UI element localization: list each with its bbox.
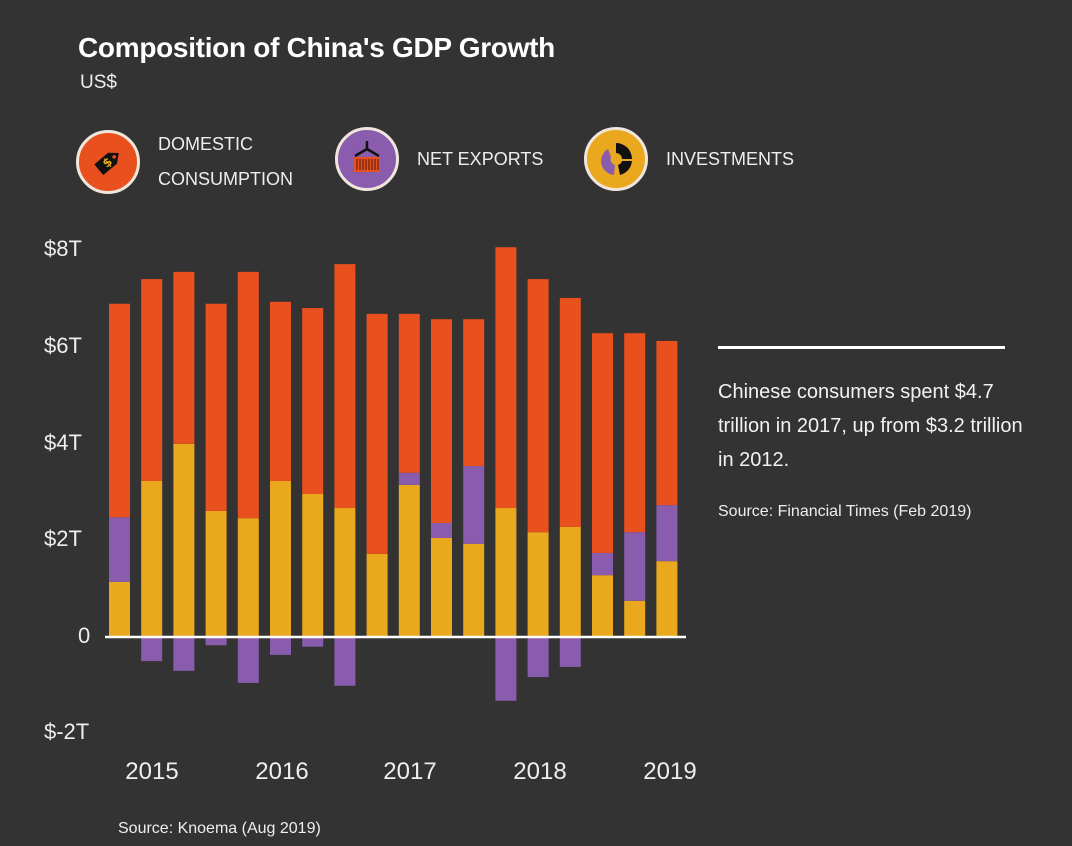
bar-domestic-consumption bbox=[495, 247, 517, 509]
bar-investments bbox=[237, 518, 259, 637]
chart-subtitle: US$ bbox=[80, 72, 117, 93]
bar-net-exports bbox=[334, 637, 356, 686]
y-tick-label: $4T bbox=[44, 430, 82, 455]
bar-investments bbox=[592, 575, 613, 637]
bar-net-exports bbox=[431, 523, 452, 538]
legend-item-investments: INVESTMENTS bbox=[584, 127, 826, 191]
y-tick-label: $6T bbox=[44, 333, 82, 358]
bar-domestic-consumption bbox=[656, 340, 678, 506]
bar-net-exports bbox=[656, 505, 678, 562]
bar-investments bbox=[173, 443, 195, 637]
bar-investments bbox=[559, 526, 581, 637]
shipping-container-icon bbox=[335, 127, 399, 191]
bar-domestic-consumption bbox=[431, 319, 452, 524]
x-tick-label: 2016 bbox=[255, 758, 309, 785]
bar-net-exports bbox=[141, 637, 163, 662]
bar-investments bbox=[398, 484, 420, 637]
annotation-divider bbox=[718, 346, 1005, 349]
bar-investments bbox=[141, 480, 163, 637]
y-tick-label: $2T bbox=[44, 526, 82, 551]
chart-source: Source: Knoema (Aug 2019) bbox=[118, 820, 321, 837]
bar-investments bbox=[366, 553, 388, 637]
bar-net-exports bbox=[302, 637, 324, 647]
bar-domestic-consumption bbox=[109, 303, 130, 518]
x-tick-label: 2018 bbox=[513, 758, 567, 785]
legend-label-domestic: DOMESTIC CONSUMPTION bbox=[158, 134, 293, 189]
bar-net-exports bbox=[592, 552, 613, 576]
bar-investments bbox=[624, 600, 646, 637]
bar-net-exports bbox=[559, 637, 581, 667]
bar-domestic-consumption bbox=[398, 313, 420, 473]
y-tick-label: 0 bbox=[78, 623, 91, 648]
y-tick-label: $-2T bbox=[44, 719, 90, 744]
bar-investments bbox=[205, 510, 227, 637]
bar-net-exports bbox=[173, 637, 195, 671]
chart-title: Composition of China's GDP Growth bbox=[78, 32, 555, 63]
bar-domestic-consumption bbox=[237, 271, 259, 519]
bar-net-exports bbox=[205, 637, 227, 646]
bar-investments bbox=[463, 543, 485, 637]
bar-domestic-consumption bbox=[624, 333, 646, 533]
legend-label-net-exports: NET EXPORTS bbox=[417, 148, 544, 169]
y-tick-label: $8T bbox=[44, 236, 82, 261]
bar-domestic-consumption bbox=[141, 279, 163, 481]
annotation-source: Source: Financial Times (Feb 2019) bbox=[718, 503, 972, 520]
annotation-text: Chinese consumers spent $4.7 trillion in… bbox=[718, 381, 1023, 471]
bar-net-exports bbox=[624, 532, 646, 601]
bar-domestic-consumption bbox=[302, 308, 324, 495]
bar-domestic-consumption bbox=[270, 301, 291, 481]
bar-net-exports bbox=[398, 472, 420, 485]
legend-label-investments: INVESTMENTS bbox=[666, 148, 795, 169]
bar-domestic-consumption bbox=[334, 264, 356, 509]
x-tick-label: 2017 bbox=[383, 758, 437, 785]
bar-domestic-consumption bbox=[527, 279, 549, 533]
bar-domestic-consumption bbox=[592, 333, 613, 553]
bar-net-exports bbox=[237, 637, 259, 683]
legend-item-domestic-consumption: $ DOMESTIC CONSUMPTION bbox=[76, 127, 318, 197]
bar-domestic-consumption bbox=[559, 297, 581, 527]
bar-domestic-consumption bbox=[173, 271, 195, 444]
bar-net-exports bbox=[527, 637, 549, 678]
bar-investments bbox=[270, 480, 291, 637]
bar-net-exports bbox=[495, 637, 517, 701]
legend-item-net-exports: NET EXPORTS bbox=[335, 127, 577, 191]
bar-net-exports bbox=[463, 466, 485, 544]
pie-chart-icon bbox=[584, 127, 648, 191]
price-tag-icon: $ bbox=[76, 130, 140, 194]
bar-investments bbox=[302, 494, 324, 637]
bar-investments bbox=[527, 532, 549, 637]
bar-domestic-consumption bbox=[366, 313, 388, 554]
bar-investments bbox=[656, 561, 678, 637]
x-tick-label: 2019 bbox=[643, 758, 697, 785]
bar-investments bbox=[109, 581, 130, 637]
bar-net-exports bbox=[109, 517, 130, 582]
bar-domestic-consumption bbox=[463, 319, 485, 467]
x-tick-label: 2015 bbox=[125, 758, 179, 785]
bar-investments bbox=[495, 508, 517, 637]
bar-net-exports bbox=[270, 637, 291, 655]
bar-investments bbox=[334, 508, 356, 637]
bar-investments bbox=[431, 537, 452, 637]
bar-domestic-consumption bbox=[205, 303, 227, 511]
